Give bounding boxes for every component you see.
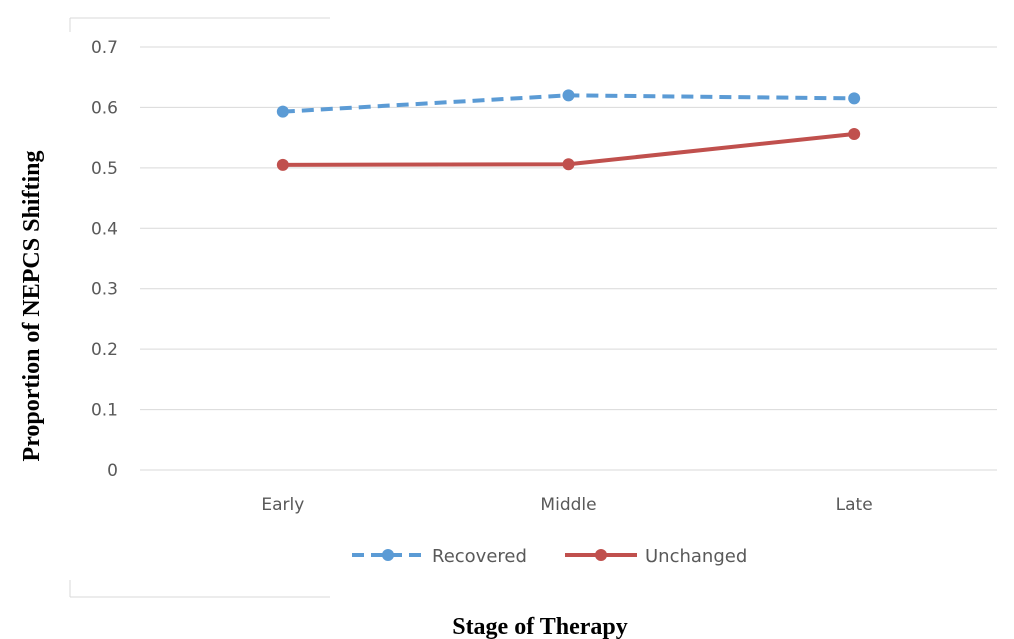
data-point-recovered — [848, 92, 861, 105]
y-tick-label: 0.7 — [91, 38, 118, 58]
legend-swatch-marker — [595, 549, 607, 561]
legend-swatch-marker — [382, 549, 394, 561]
y-tick-label: 0.6 — [91, 98, 118, 118]
y-tick-label: 0.2 — [91, 340, 118, 360]
x-axis-title: Stage of Therapy — [452, 614, 628, 639]
legend: Recovered Unchanged — [352, 546, 747, 567]
legend-label: Unchanged — [645, 546, 747, 567]
legend-item-unchanged: Unchanged — [565, 546, 747, 567]
x-tick-label: Middle — [540, 495, 596, 515]
y-tick-label: 0 — [107, 461, 118, 481]
legend-item-recovered: Recovered — [352, 546, 527, 567]
y-tick-label: 0.1 — [91, 401, 118, 421]
series — [276, 89, 861, 171]
y-tick-label: 0.5 — [91, 159, 118, 179]
series-recovered — [276, 89, 861, 118]
gridlines — [140, 46, 997, 471]
y-axis-title: Proportion of NEPCS Shifting — [19, 151, 45, 462]
data-point-unchanged — [562, 158, 575, 171]
y-tick-label: 0.4 — [91, 219, 118, 239]
data-point-unchanged — [848, 128, 861, 141]
y-tick-labels: 0 0.1 0.2 0.3 0.4 0.5 0.6 0.7 — [91, 38, 118, 481]
x-tick-label: Late — [836, 495, 873, 515]
data-point-recovered — [562, 89, 575, 102]
data-point-unchanged — [276, 158, 289, 171]
legend-label: Recovered — [432, 546, 527, 567]
x-tick-labels: Early Middle Late — [261, 495, 872, 515]
data-point-recovered — [276, 105, 289, 118]
series-unchanged — [276, 128, 861, 171]
chart-frame — [69, 17, 330, 598]
y-tick-label: 0.3 — [91, 280, 118, 300]
x-tick-label: Early — [261, 495, 304, 515]
